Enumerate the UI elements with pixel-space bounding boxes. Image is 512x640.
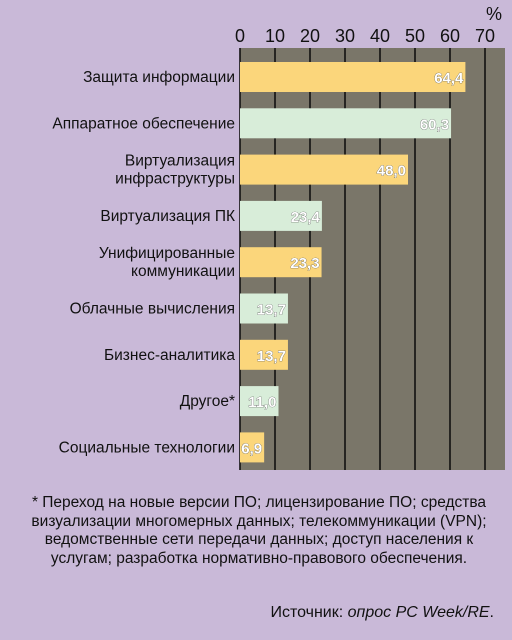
value-label-1: 64,4 <box>434 70 464 87</box>
bar-2 <box>240 108 452 139</box>
value-label-8: 11,0 <box>248 394 276 411</box>
bar-6 <box>240 293 288 324</box>
bar-chart: 0 10 20 30 40 50 60 70 % Защита информации Аппар… <box>52 4 505 470</box>
value-label-2: 60,3 <box>420 116 449 133</box>
source-suffix: . <box>489 604 494 621</box>
value-label-3: 48,0 <box>377 163 406 180</box>
bar-7 <box>240 339 288 370</box>
x-tick-label-40: 40 <box>370 26 390 46</box>
source-note: Источник: опрос PC Week/RE. <box>270 604 494 622</box>
category-label-8: Другое* <box>180 393 235 410</box>
value-label-7: 13,7 <box>257 348 286 365</box>
value-label-4: 23,4 <box>291 209 321 226</box>
category-label-6: Облачные вычисления <box>70 301 235 318</box>
bar-3 <box>240 154 408 185</box>
category-label-9: Социальные технологии <box>59 439 235 456</box>
x-axis-ticks: 0 10 20 30 40 50 60 70 <box>235 26 495 46</box>
category-label-3: Виртуализация инфраструктуры <box>115 153 235 188</box>
value-label-9: 6,9 <box>241 440 262 457</box>
category-label-2: Аппаратное обеспечение <box>52 115 235 132</box>
source-name: опрос PC Week/RE <box>347 604 490 621</box>
x-tick-label-50: 50 <box>405 26 425 46</box>
x-tick-label-10: 10 <box>265 26 285 46</box>
x-tick-label-20: 20 <box>300 26 320 46</box>
x-tick-label-70: 70 <box>475 26 495 46</box>
footnote: * Переход на новые версии ПО; лицензиров… <box>31 494 487 567</box>
bar-5 <box>240 247 322 278</box>
x-tick-label-30: 30 <box>335 26 355 46</box>
category-label-5: Унифицированные коммуникации <box>99 245 235 280</box>
bar-9 <box>240 432 265 463</box>
value-label-6: 13,7 <box>257 302 286 319</box>
source-prefix: Источник: <box>270 604 348 621</box>
category-label-1: Защита информации <box>83 69 235 86</box>
bars <box>240 62 466 463</box>
bar-1 <box>240 62 466 92</box>
category-labels: Защита информации Аппаратное обеспечение В… <box>52 69 235 456</box>
x-axis-unit: % <box>486 4 502 24</box>
category-label-4: Виртуализация ПК <box>100 208 235 225</box>
x-tick-label-0: 0 <box>235 26 245 46</box>
bar-4 <box>240 200 322 231</box>
value-labels: 64,4 60,3 48,0 23,4 23,3 13,7 13,7 11,0 6,9 <box>241 70 464 458</box>
category-label-7: Бизнес-аналитика <box>104 347 235 364</box>
x-tick-label-60: 60 <box>440 26 460 46</box>
bar-8 <box>240 386 279 417</box>
value-label-5: 23,3 <box>290 255 319 272</box>
